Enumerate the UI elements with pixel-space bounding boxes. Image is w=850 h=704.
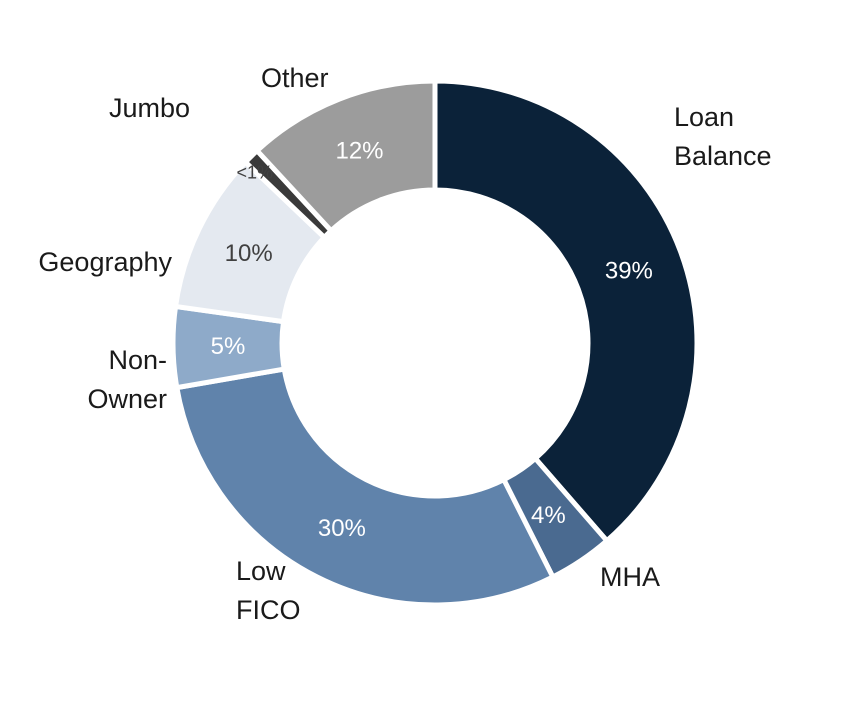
slice-other — [253, 78, 438, 235]
data-label-geography: 10% — [225, 240, 273, 267]
category-label-jumbo: Jumbo — [109, 93, 190, 123]
data-label-loan-balance: 39% — [605, 258, 653, 285]
data-label-non-owner: 5% — [211, 333, 246, 360]
data-label-other: 12% — [335, 137, 383, 164]
category-label-other: Other — [261, 63, 329, 93]
data-label-jumbo: <1% — [237, 162, 274, 182]
category-label-low-fico: Low FICO — [236, 556, 301, 625]
data-label-mha: 4% — [531, 502, 566, 529]
donut-slices — [170, 78, 700, 608]
category-label-loan-balance: Loan Balance — [674, 102, 772, 171]
slice-low-fico — [173, 366, 557, 608]
data-label-low-fico: 30% — [318, 515, 366, 542]
category-label-geography: Geography — [38, 247, 172, 277]
category-label-mha: MHA — [600, 562, 660, 592]
donut-labels: 39% Loan Balance 4% MHA 30% Low FICO 5% Non-Owner… — [38, 63, 771, 625]
category-label-non-owner: Non-Owner — [87, 345, 167, 414]
slice-loan-balance — [432, 78, 700, 545]
